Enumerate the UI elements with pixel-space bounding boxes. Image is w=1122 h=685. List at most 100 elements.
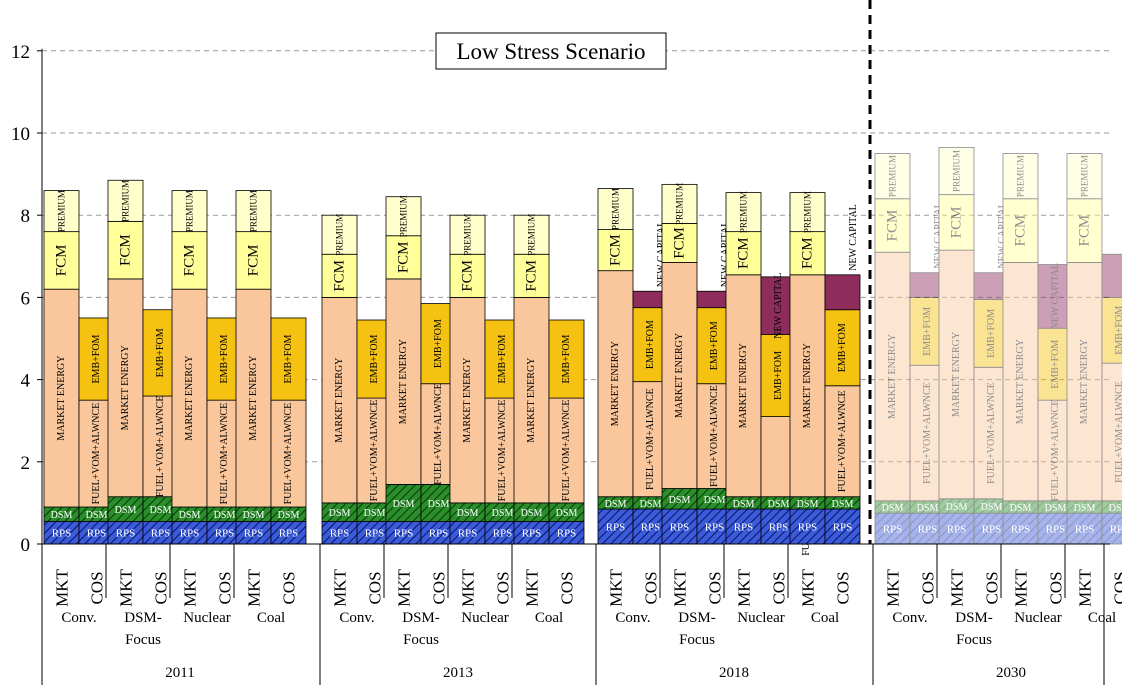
premium-segment <box>385 196 422 237</box>
year-label: 2011 <box>165 665 194 681</box>
y-tick-label: 6 <box>21 288 31 309</box>
scenario-label: Focus <box>679 632 715 648</box>
fcm-segment <box>725 231 762 276</box>
cos-bar-label: COS <box>1111 571 1122 604</box>
premium-label: PREMIUM <box>399 195 409 237</box>
fuel-label: FUEL+VOM+ALWNCE <box>922 382 933 484</box>
rps-segment <box>824 508 861 545</box>
rps-label: RPS <box>215 528 235 540</box>
mkt-bar-label: MKT <box>607 568 626 606</box>
fuel-label: FUEL+VOM+ALWNCE <box>561 400 572 502</box>
year-group-2011: RPS DSM MARKET ENERGY FCM PREMIUM RPS DSM FUEL+… <box>43 179 307 545</box>
market-energy-label: MARKET ENERGY <box>1015 339 1026 424</box>
y-tick-label: 0 <box>21 535 31 556</box>
market-energy-segment <box>43 288 80 508</box>
fcm-label: FCM <box>885 210 901 242</box>
mkt-bar-label: MKT <box>117 568 136 606</box>
premium-segment <box>107 179 144 222</box>
premium-label: PREMIUM <box>803 191 813 233</box>
premium-segment <box>1066 153 1103 200</box>
fcm-label: FCM <box>608 234 624 266</box>
dsm-label: DSM <box>768 499 790 510</box>
scenario-label: DSM- <box>955 610 993 626</box>
scenario-label: Conv. <box>61 610 96 626</box>
fcm-segment <box>938 194 975 251</box>
premium-label: PREMIUM <box>675 183 685 225</box>
scenario-label: DSM- <box>402 610 440 626</box>
dsm-label: DSM <box>981 502 1003 513</box>
emb-fom-label: EMB+FOM <box>219 334 230 383</box>
market-energy-label: MARKET ENERGY <box>526 358 537 443</box>
dsm-label: DSM <box>605 499 627 510</box>
rps-label: RPS <box>458 528 478 540</box>
fuel-segment <box>548 397 585 504</box>
rps-segment <box>661 508 698 545</box>
premium-segment <box>513 214 550 255</box>
emb-fom-segment <box>973 299 1010 368</box>
scenario-label: Conv. <box>339 610 374 626</box>
new-capital-label: NEW CAPITAL <box>656 221 667 288</box>
rps-label: RPS <box>670 522 690 534</box>
rps-label: RPS <box>330 528 350 540</box>
fcm-segment <box>235 231 272 290</box>
fuel-label: FUEL+VOM+ALWNCE <box>283 403 294 505</box>
fcm-label: FCM <box>54 245 70 277</box>
fcm-label: FCM <box>246 245 262 277</box>
fcm-segment <box>1066 198 1103 263</box>
y-tick-label: 10 <box>11 124 30 145</box>
rps-label: RPS <box>87 528 107 540</box>
rps-label: RPS <box>1075 524 1095 536</box>
dsm-label: DSM <box>704 495 726 506</box>
fcm-segment <box>107 220 144 280</box>
market-energy-label: MARKET ENERGY <box>462 358 473 443</box>
y-tick-label: 2 <box>21 453 31 474</box>
mkt-bar-label: MKT <box>459 568 478 606</box>
premium-label: PREMIUM <box>952 150 962 192</box>
market-energy-label: MARKET ENERGY <box>184 356 195 441</box>
title-frame <box>435 32 667 70</box>
fcm-label: FCM <box>118 234 134 266</box>
emb-fom-label: EMB+FOM <box>922 307 933 356</box>
premium-label: PREMIUM <box>335 214 345 256</box>
fuel-label: FUEL+VOM+ALWNCE <box>219 403 230 505</box>
dsm-label: DSM <box>393 499 415 510</box>
fcm-segment <box>597 229 634 272</box>
cos-bar-label: COS <box>983 571 1002 604</box>
mkt-bar-label: MKT <box>799 568 818 606</box>
bars-layer: RPS DSM MARKET ENERGY FCM PREMIUM RPS DSM FUEL+… <box>43 146 1122 556</box>
market-energy-segment <box>385 278 422 485</box>
fuel-label: FUEL+VOM+ALWNCE <box>645 388 656 490</box>
cos-bar-label: COS <box>216 571 235 604</box>
dsm-label: DSM <box>364 508 386 519</box>
market-energy-segment <box>321 296 358 504</box>
emb-fom-segment <box>270 317 307 401</box>
premium-segment <box>449 214 486 255</box>
emb-fom-label: EMB+FOM <box>283 334 294 383</box>
premium-label: PREMIUM <box>185 190 195 232</box>
dsm-label: DSM <box>669 495 691 506</box>
rps-label: RPS <box>557 528 577 540</box>
emb-fom-label: EMB+FOM <box>645 320 656 369</box>
emb-fom-label: EMB+FOM <box>1114 306 1122 355</box>
dsm-label: DSM <box>278 510 300 521</box>
fcm-label: FCM <box>182 245 198 277</box>
fuel-segment <box>909 364 946 502</box>
new-capital-label: NEW CAPITAL <box>997 202 1008 269</box>
cos-bar-label: COS <box>919 571 938 604</box>
dsm-segment <box>385 484 422 522</box>
market-energy-label: MARKET ENERGY <box>248 356 259 441</box>
rps-label: RPS <box>429 528 449 540</box>
premium-label: PREMIUM <box>888 155 898 197</box>
market-energy-label: MARKET ENERGY <box>674 333 685 418</box>
market-energy-segment <box>513 296 550 504</box>
fuel-label: FUEL+VOM+ALWNCE <box>837 390 848 492</box>
emb-fom-label: EMB+FOM <box>1050 340 1061 389</box>
mkt-bar-label: MKT <box>181 568 200 606</box>
dsm-label: DSM <box>640 499 662 510</box>
rps-label: RPS <box>982 524 1002 536</box>
dsm-label: DSM <box>150 505 172 516</box>
market-energy-segment <box>874 251 911 502</box>
rps-segment <box>1002 512 1039 545</box>
dsm-label: DSM <box>428 499 450 510</box>
y-tick-label: 8 <box>21 206 31 227</box>
